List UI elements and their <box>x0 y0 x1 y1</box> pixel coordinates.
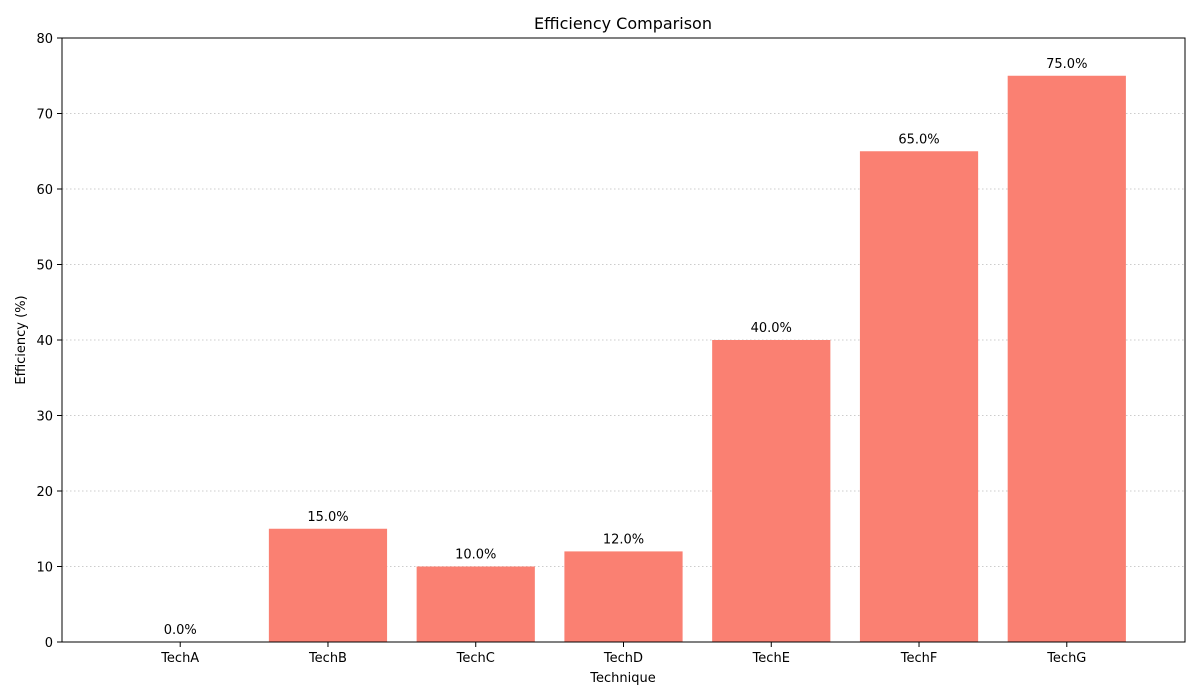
x-tick-label: TechD <box>603 651 643 666</box>
bar-teche <box>712 340 831 642</box>
data-labels: 0.0% 15.0% 10.0% 12.0% 40.0% 65.0% 75.0% <box>164 57 1088 638</box>
y-tick-label: 70 <box>36 108 53 123</box>
x-axis-title: Technique <box>589 671 655 686</box>
y-tick-label: 10 <box>36 561 53 576</box>
y-tick-label: 30 <box>36 410 53 425</box>
data-label: 10.0% <box>455 548 496 563</box>
y-tick-label: 80 <box>36 32 53 47</box>
bar-techb <box>268 528 388 642</box>
y-tick-label: 20 <box>36 485 53 500</box>
x-tick-label: TechA <box>160 651 199 666</box>
y-axis-title: Efficiency (%) <box>14 295 29 384</box>
x-tick-label: TechB <box>308 651 347 666</box>
data-label: 75.0% <box>1046 57 1087 72</box>
y-axis-ticks: 0 10 20 30 40 50 60 70 80 <box>36 32 62 651</box>
bars <box>268 75 1126 642</box>
bar-techf <box>859 151 979 642</box>
x-tick-label: TechE <box>752 651 790 666</box>
data-label: 40.0% <box>751 321 792 336</box>
data-label: 0.0% <box>164 623 197 638</box>
y-tick-label: 40 <box>36 334 53 349</box>
x-tick-label: TechF <box>900 651 938 666</box>
data-label: 15.0% <box>307 510 348 525</box>
x-tick-label: TechG <box>1046 651 1086 666</box>
y-tick-label: 50 <box>36 259 53 274</box>
x-axis-ticks: TechA TechB TechC TechD TechE TechF TechG <box>160 642 1086 666</box>
y-tick-label: 0 <box>45 636 53 651</box>
bar-techc <box>416 566 535 642</box>
chart-title: Efficiency Comparison <box>534 14 712 33</box>
data-label: 12.0% <box>603 532 644 547</box>
y-tick-label: 60 <box>36 183 53 198</box>
x-tick-label: TechC <box>456 651 495 666</box>
data-label: 65.0% <box>898 132 939 147</box>
bar-techg <box>1007 75 1126 642</box>
bar-techd <box>564 551 683 642</box>
